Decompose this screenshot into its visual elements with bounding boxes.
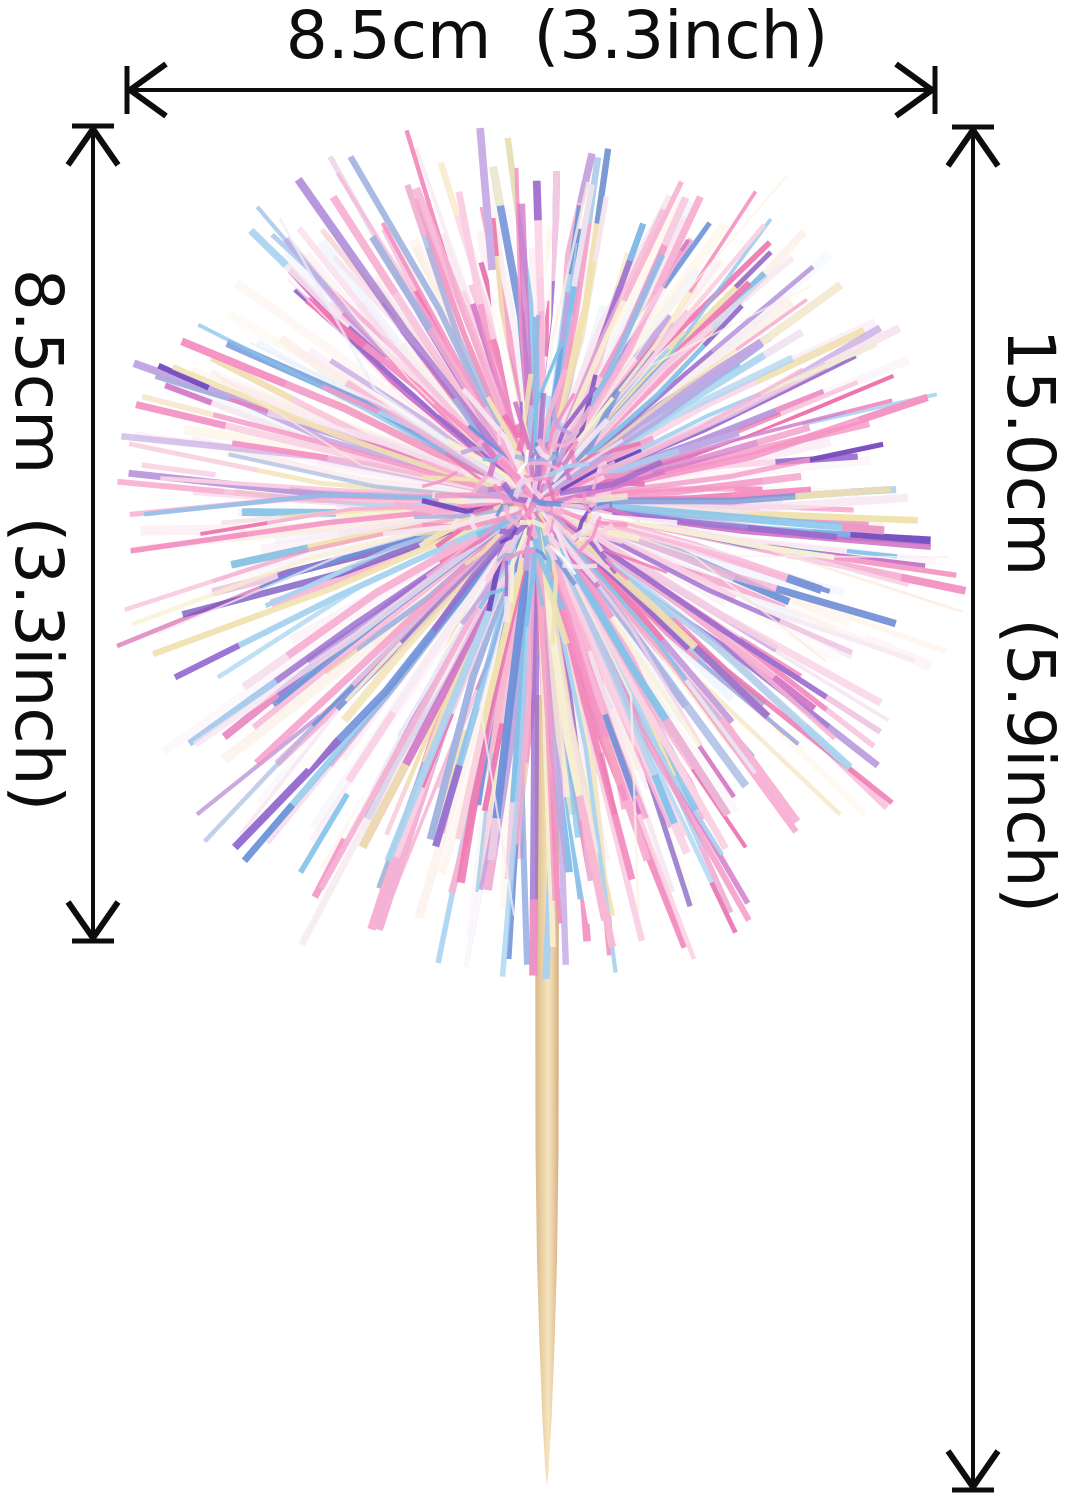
left-height-arrow (65, 123, 121, 944)
right-height-arrow (945, 124, 1001, 1493)
tinsel-front-strands (116, 174, 963, 979)
right-height-dimension-label: 15.0cm (5.9inch) (992, 328, 1069, 914)
left-height-dimension-label: 8.5cm (3.3inch) (0, 268, 77, 812)
tinsel-core-cluster (382, 341, 678, 653)
top-width-dimension-label: 8.5cm (3.3inch) (285, 0, 829, 74)
top-width-arrow (124, 61, 938, 119)
